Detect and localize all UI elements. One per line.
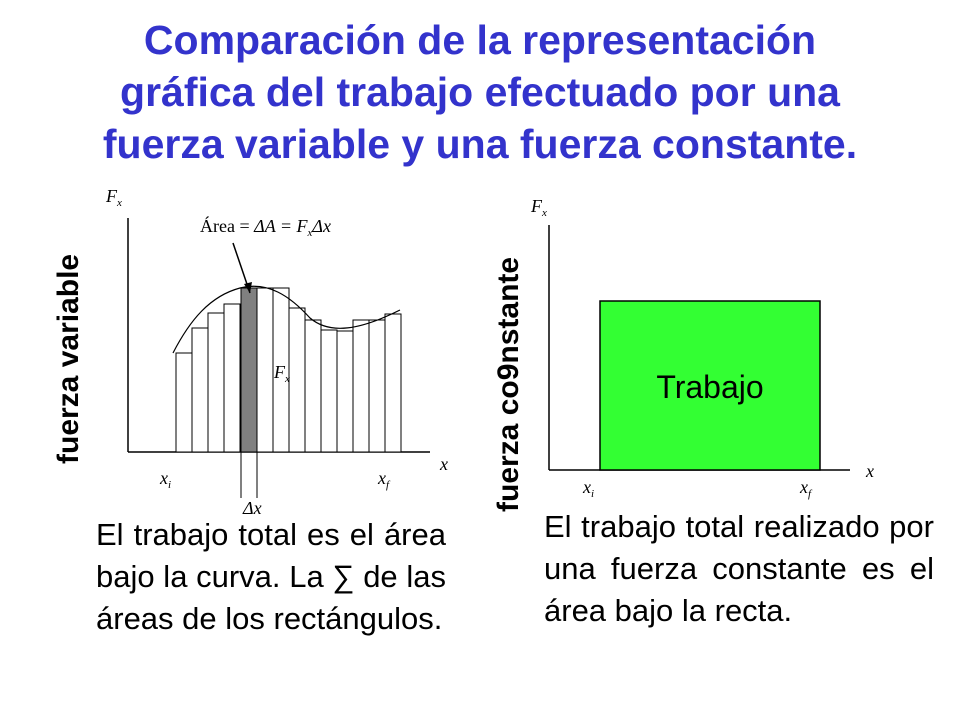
left-xi-label: xi — [159, 468, 171, 491]
rectangle-bar — [288, 307, 306, 453]
rectangle-bar — [256, 287, 274, 453]
highlighted-bar — [240, 287, 258, 453]
rectangle-bar — [191, 327, 209, 453]
left-xf-label: xf — [377, 468, 391, 491]
delta-x-label: Δx — [242, 498, 262, 518]
title-line-2: gráfica del trabajo efectuado por una — [120, 69, 840, 115]
left-description: El trabajo total es el área bajo la curv… — [96, 517, 446, 636]
area-formula: Área = ΔA = FxΔx — [200, 215, 331, 239]
constant-force-diagram: Trabajo Fx x xi xf — [530, 196, 874, 500]
work-label: Trabajo — [656, 369, 763, 405]
work-area-box — [599, 300, 821, 471]
title-line-3: fuerza variable y una fuerza constante. — [102, 121, 858, 167]
arrow-head — [244, 282, 252, 293]
right-description: El trabajo total realizado por una fuerz… — [544, 509, 934, 628]
right-x-axis-label: x — [865, 461, 874, 481]
rectangle-bar — [384, 313, 402, 453]
rectangle-bar — [175, 352, 193, 453]
bar-height-label: Fx — [273, 362, 290, 385]
variable-force-diagram: Fx x Área = ΔA = FxΔx Fx xi xf Δx — [105, 186, 448, 518]
left-x-axis-label: x — [439, 454, 448, 474]
rectangle-bar — [207, 312, 225, 453]
rectangle-bar — [304, 319, 322, 453]
right-xf-label: xf — [799, 477, 813, 500]
left-y-axis-label: Fx — [105, 186, 122, 209]
rectangle-bar — [352, 319, 370, 453]
rectangle-bar — [368, 319, 386, 453]
title-line-1: Comparación de la representación — [143, 17, 817, 63]
right-xi-label: xi — [582, 477, 594, 500]
rectangle-bars — [175, 287, 402, 498]
page-title: Comparación de la representación gráfica… — [0, 14, 960, 170]
rectangle-bar — [336, 330, 354, 453]
right-y-axis-label: Fx — [530, 196, 547, 219]
force-curve — [172, 285, 401, 354]
rectangle-bar — [223, 303, 241, 453]
rectangle-bar — [320, 329, 338, 453]
